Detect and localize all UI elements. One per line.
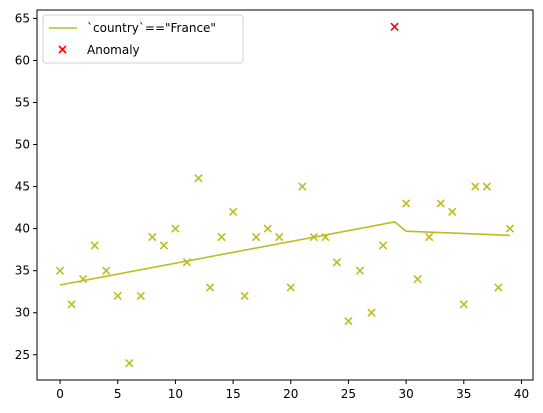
data-point (171, 224, 180, 233)
y-tick-label: 25 (15, 348, 30, 362)
data-point (367, 308, 376, 317)
x-tick-label: 35 (456, 387, 471, 401)
data-point (344, 316, 353, 326)
data-point (136, 291, 145, 301)
data-point (194, 174, 203, 183)
data-point (378, 241, 388, 250)
data-point (125, 359, 134, 368)
data-point (90, 241, 99, 250)
x-tick-label: 25 (341, 387, 356, 401)
data-point (263, 224, 272, 233)
data-point (286, 283, 295, 292)
data-point (413, 274, 422, 284)
axes-frame (36, 9, 534, 381)
data-point (159, 241, 169, 250)
data-point (217, 232, 226, 242)
legend-box (42, 14, 244, 64)
data-point (436, 199, 445, 208)
data-point (505, 224, 515, 233)
legend-anomaly-marker (58, 45, 67, 54)
x-tick-label: 20 (283, 387, 298, 401)
data-point (55, 266, 65, 275)
y-tick-label: 55 (15, 96, 30, 110)
legend: `country`=="France" Anomaly (42, 14, 244, 64)
data-point (228, 207, 238, 216)
data-point (67, 300, 76, 309)
data-point (205, 283, 215, 292)
y-tick-label: 50 (15, 138, 30, 152)
series-layer (55, 22, 515, 368)
data-point (113, 291, 122, 301)
y-tick-label: 45 (15, 180, 30, 194)
x-tick-label: 10 (168, 387, 183, 401)
data-point (309, 232, 319, 242)
data-point (401, 199, 411, 208)
x-tick-label: 30 (398, 387, 413, 401)
y-tick-label: 60 (15, 53, 30, 67)
y-tick-label: 65 (15, 11, 30, 25)
data-point (494, 283, 503, 292)
data-point (251, 232, 261, 242)
x-tick-label: 40 (514, 387, 529, 401)
data-point (448, 207, 457, 216)
data-point (78, 274, 88, 284)
data-point (102, 266, 111, 275)
data-point (332, 258, 342, 267)
france-series-line (59, 221, 510, 286)
x-tick-label: 15 (225, 387, 240, 401)
anomaly-point (390, 22, 399, 31)
data-point (471, 182, 480, 191)
data-point (148, 232, 157, 242)
data-point (298, 182, 307, 191)
data-point (275, 232, 284, 242)
plot-area (37, 10, 533, 380)
y-tick-label: 35 (15, 264, 30, 278)
legend-label-anomaly: Anomaly (87, 43, 140, 57)
data-point (425, 232, 434, 242)
data-point (355, 266, 365, 275)
data-point (240, 291, 249, 301)
x-tick-label: 5 (114, 387, 122, 401)
data-point (482, 182, 492, 191)
data-point (182, 258, 192, 267)
y-tick-label: 40 (15, 222, 30, 236)
x-axis: 0 5 10 15 20 25 30 35 40 (56, 380, 529, 401)
legend-label-france: `country`=="France" (87, 21, 216, 35)
y-tick-label: 30 (15, 306, 30, 320)
data-point (459, 300, 468, 309)
x-tick-label: 0 (56, 387, 64, 401)
data-point (321, 232, 330, 242)
y-axis: 25 30 35 40 45 50 55 60 65 (15, 11, 37, 362)
